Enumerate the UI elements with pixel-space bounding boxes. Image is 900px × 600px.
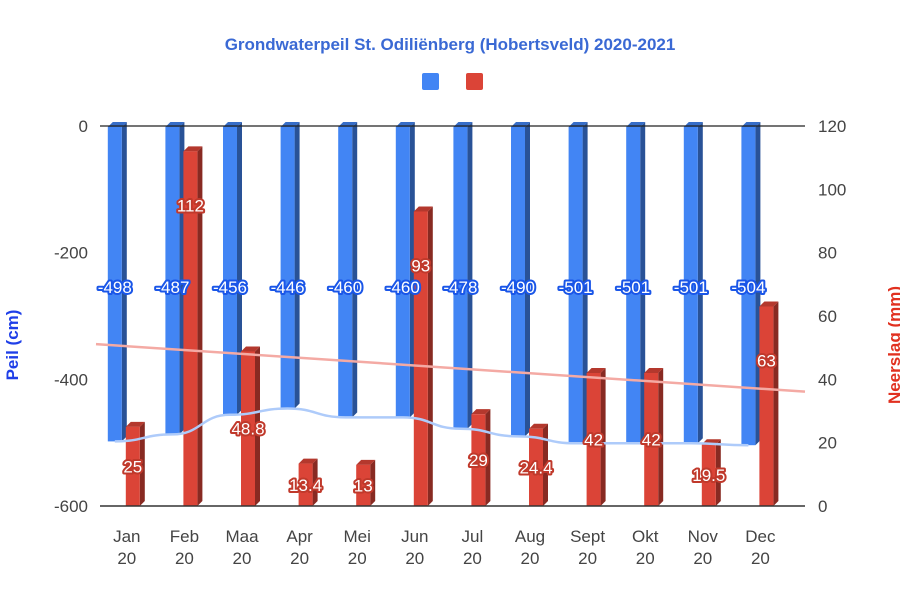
- groundwater-bar: [626, 122, 646, 444]
- rainfall-bar: [529, 423, 548, 506]
- groundwater-data-label: -501: [559, 278, 593, 297]
- rainfall-bar: [241, 346, 260, 506]
- groundwater-bar: [568, 122, 588, 444]
- y-right-tick-label: 40: [818, 370, 837, 389]
- rainfall-trendline: [95, 342, 806, 393]
- rainfall-bar: [413, 206, 433, 506]
- x-tick-label: Feb 20: [170, 527, 199, 568]
- x-tick-label: Dec 20: [745, 527, 776, 568]
- rainfall-data-label: 19.5: [692, 466, 725, 485]
- groundwater-data-label: -456: [213, 278, 247, 297]
- y-left-tick-label: -600: [54, 497, 88, 516]
- groundwater-data-label: -490: [501, 278, 535, 297]
- rainfall-data-label: 93: [411, 257, 430, 276]
- chart-title: Grondwaterpeil St. Odiliënberg (Hobertsv…: [225, 35, 676, 54]
- rainfall-bar: [759, 301, 779, 506]
- legend-swatch-2: [466, 73, 483, 90]
- x-tick-label: Apr 20: [286, 527, 313, 568]
- groundwater-bar: [453, 122, 473, 429]
- y-right-tick-label: 120: [818, 117, 846, 136]
- rainfall-data-label: 42: [584, 431, 603, 450]
- x-tick-label: Okt 20: [632, 527, 659, 568]
- groundwater-bar: [338, 122, 358, 418]
- y-left-tick-label: -200: [54, 244, 88, 263]
- groundwater-data-label: -501: [674, 278, 708, 297]
- x-tick-label: Jul 20: [462, 527, 484, 568]
- right-axis-ticks: 120 100 80 60 40 20 0: [818, 117, 846, 516]
- rainfall-bar: [356, 459, 376, 506]
- groundwater-data-label: -498: [98, 278, 132, 297]
- x-tick-label: Maa 20: [225, 527, 259, 568]
- x-tick-label: Mei 20: [343, 527, 370, 568]
- groundwater-bar: [223, 122, 242, 415]
- y-left-tick-label: 0: [79, 117, 88, 136]
- groundwater-bar: [741, 122, 761, 446]
- x-tick-label: Jan 20: [113, 527, 140, 568]
- rainfall-data-label: 25: [123, 457, 142, 476]
- rainfall-bar: [586, 368, 606, 506]
- rainfall-bar: [298, 458, 318, 506]
- groundwater-bar: [165, 122, 185, 435]
- left-axis-ticks: 0 -200 -400 -600: [54, 117, 88, 516]
- axes: [100, 125, 805, 507]
- y-right-tick-label: 80: [818, 244, 837, 263]
- bars: [107, 122, 779, 507]
- data-labels: -498 -487 -456 -446 -460 -460 -478 -490 -501 -501…: [96, 194, 778, 497]
- x-tick-label: Jun 20: [401, 527, 428, 568]
- groundwater-data-label: -446: [271, 278, 305, 297]
- groundwater-data-label: -460: [386, 278, 420, 297]
- rainfall-data-label: 13: [354, 476, 373, 495]
- groundwater-bar: [107, 122, 127, 442]
- rainfall-data-label: 48.8: [231, 420, 264, 439]
- groundwater-bar: [511, 122, 530, 437]
- x-tick-label: Aug 20: [515, 527, 545, 568]
- x-axis-ticks: Jan 20 Feb 20 Maa 20 Apr 20 Mei 20 Jun 20 Jul 20 Aug 20…: [113, 527, 776, 568]
- rainfall-data-label: 42: [642, 431, 661, 450]
- groundwater-bar: [683, 122, 703, 444]
- y-right-tick-label: 100: [818, 180, 846, 199]
- x-tick-label: Sept 20: [570, 527, 605, 568]
- y-left-tick-label: -400: [54, 370, 88, 389]
- groundwater-data-label: -460: [328, 278, 362, 297]
- rainfall-data-label: 13.4: [289, 476, 322, 495]
- rainfall-data-label: 112: [177, 196, 204, 215]
- trendlines: [95, 342, 806, 447]
- rainfall-data-label: 24.4: [519, 458, 552, 477]
- groundwater-data-label: -501: [616, 278, 650, 297]
- rainfall-bar: [125, 421, 145, 506]
- y-right-tick-label: 60: [818, 307, 837, 326]
- groundwater-data-label: -487: [155, 278, 189, 297]
- rainfall-data-label: 29: [469, 451, 488, 470]
- rainfall-data-label: 63: [757, 352, 776, 371]
- groundwater-data-label: -504: [731, 278, 765, 297]
- groundwater-data-label: -478: [443, 278, 477, 297]
- y-right-tick-label: 20: [818, 434, 837, 453]
- y-axis-left-title: Peil (cm): [3, 310, 22, 381]
- groundwater-trendline: [114, 407, 749, 447]
- legend: [422, 73, 483, 90]
- legend-swatch-1: [422, 73, 439, 90]
- rainfall-bar: [644, 368, 664, 506]
- y-axis-right-title: Neerslag (mm): [885, 286, 900, 404]
- groundwater-bar: [280, 122, 300, 409]
- rainfall-bar: [183, 146, 203, 507]
- x-tick-label: Nov 20: [688, 527, 719, 568]
- y-right-tick-label: 0: [818, 497, 827, 516]
